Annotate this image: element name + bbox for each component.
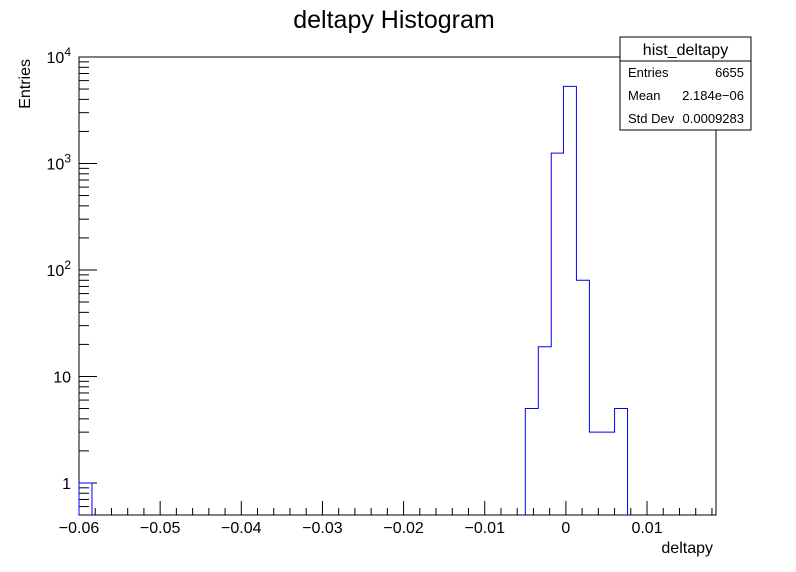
y-tick-base: 1 — [62, 476, 71, 493]
chart-title: deltapy Histogram — [293, 6, 494, 34]
histogram-bar — [538, 347, 551, 515]
y-tick-exponent: 2 — [64, 258, 71, 272]
histogram-bins — [79, 86, 628, 515]
histogram-bar — [551, 153, 563, 515]
stats-entries-label: Entries — [628, 65, 669, 80]
y-tick-base: 10 — [53, 369, 71, 386]
histogram-bar — [525, 409, 538, 515]
x-tick-label: −0.05 — [140, 520, 181, 537]
x-axis-label: deltapy — [661, 540, 713, 557]
stats-box-title: hist_deltapy — [643, 42, 728, 59]
stats-stddev-value: 0.0009283 — [683, 111, 744, 126]
y-axis-label: Entries — [17, 59, 34, 109]
x-tick-label: −0.01 — [464, 520, 505, 537]
histogram-series-line — [78, 85, 629, 515]
y-tick-label: 1 — [62, 476, 71, 493]
y-tick-base: 10 — [47, 156, 65, 173]
histogram-bar — [576, 280, 589, 515]
y-tick-exponent: 4 — [64, 45, 71, 59]
x-tick-label: −0.03 — [302, 520, 343, 537]
x-tick-label: −0.06 — [59, 520, 100, 537]
x-tick-label: 0 — [561, 520, 570, 537]
histogram-bar — [589, 432, 614, 515]
stats-box: hist_deltapy Entries 6655 Mean 2.184e−06… — [619, 36, 752, 131]
x-tick-label: −0.04 — [221, 520, 262, 537]
y-tick-label: 10 — [53, 369, 71, 386]
y-tick-label: 104 — [47, 45, 72, 67]
stats-entries-value: 6655 — [715, 65, 744, 80]
y-tick-base: 10 — [47, 263, 65, 280]
histogram-bar — [563, 86, 576, 515]
histogram-bar — [615, 409, 628, 515]
y-tick-label: 103 — [47, 151, 72, 173]
x-tick-label: 0.01 — [631, 520, 662, 537]
y-tick-label: 102 — [47, 258, 72, 280]
y-tick-exponent: 3 — [64, 151, 71, 165]
stats-box-frame — [619, 36, 752, 131]
x-tick-label: −0.02 — [383, 520, 424, 537]
stats-mean-label: Mean — [628, 88, 661, 103]
stats-stddev-label: Std Dev — [628, 111, 675, 126]
x-axis: −0.06 −0.05 −0.04 −0.03 −0.02 −0.01 0 0.01 — [59, 501, 713, 537]
stats-mean-value: 2.184e−06 — [682, 88, 744, 103]
y-tick-base: 10 — [47, 50, 65, 67]
